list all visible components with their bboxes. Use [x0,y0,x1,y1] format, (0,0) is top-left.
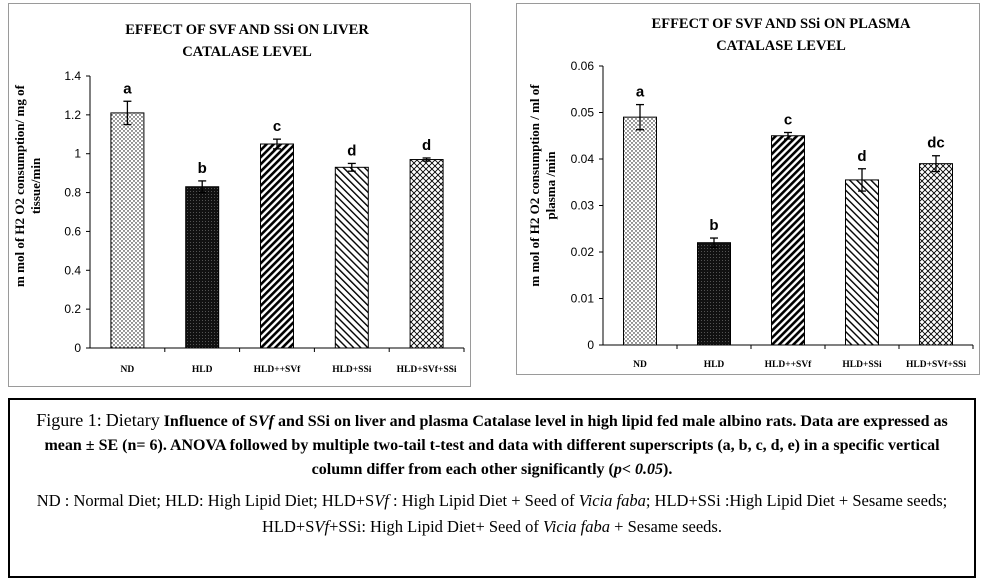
y-tick-label: 1.4 [64,69,81,83]
significance-label: a [636,84,645,101]
bar-hld-ssi [845,179,879,346]
y-tick-label: 0.01 [571,292,595,306]
y-tick-label: 0 [587,338,594,352]
error-bar [710,237,718,249]
significance-label: c [784,111,792,128]
x-category-label: ND [121,365,135,375]
caption-p-value: p< 0.05 [613,461,663,478]
x-category-label: HLD+SSi [332,365,372,375]
bar-nd [623,116,657,346]
bar-hld-svf-ssi [919,163,953,346]
legend-text-5: + Sesame seeds. [610,517,722,536]
bar-hld-svf-ssi [409,159,444,349]
y-tick-label: 0.05 [571,106,595,120]
x-category-label: ND [633,360,647,370]
legend-vicia-1: Vicia faba [578,491,646,510]
x-category-label: HLD+SVf+SSi [906,360,966,370]
bar-hld-ssi [334,166,369,349]
error-bar [422,157,431,162]
y-axis-label-line2: plasma /min [543,151,558,220]
error-bar [273,138,281,150]
error-bar [347,162,356,172]
y-tick-label: 0.02 [571,245,595,259]
plasma-catalase-chart: EFFECT OF SVF AND SSi ON PLASMA CATALASE … [527,16,974,370]
y-tick-label: 0.6 [64,224,81,238]
y-tick-label: 0.2 [64,302,81,316]
x-category-label: HLD [192,365,213,375]
caption-figure-label: Figure 1: [36,410,102,430]
x-category-label: HLD+SSi [842,360,882,370]
caption-main-text: Figure 1: Dietary Influence of SVf and S… [28,408,956,482]
chart-title-line2: CATALASE LEVEL [716,38,846,54]
y-axis-label-line2: tissue/min [28,157,43,214]
caption-svf: Vf [257,413,274,430]
error-bar [636,103,644,131]
error-bar [123,100,132,126]
caption-part1: Influence of S [163,413,258,430]
significance-label: d [422,137,431,154]
legend-vicia-2: Vicia faba [542,517,611,536]
y-tick-label: 1.2 [64,108,81,122]
x-category-label: HLD++SVf [765,360,813,370]
caption-part2: and SSi on liver and plasma Catalase lev… [44,413,948,478]
significance-label: b [198,160,207,177]
significance-label: dc [927,135,945,152]
legend-vf-2: Vf [314,517,330,536]
y-tick-label: 0.04 [571,152,595,166]
y-tick-label: 1 [74,147,81,161]
chart-title-line1: EFFECT OF SVF AND SSi ON LIVER [125,22,369,38]
bar-nd [110,112,145,349]
bar-hld [185,186,220,349]
legend-text-3: ; HLD+SSi :High Lipid Diet + Sesame seed… [262,491,948,536]
significance-label: d [857,148,866,165]
x-category-label: HLD++SVf [254,365,302,375]
legend-text-4: +SSi: High Lipid Diet+ Seed of [329,517,543,536]
chart-title-line2: CATALASE LEVEL [182,44,312,60]
legend-text-2: : High Lipid Diet + Seed of [388,491,579,510]
bar-hld-svf [260,143,294,349]
bar-hld-svf [771,135,805,346]
error-bar [932,155,940,173]
y-tick-label: 0.4 [64,263,81,277]
y-axis-label-line1: m mol of H2 O2 consumption / ml of [527,84,542,287]
significance-label: d [347,142,356,159]
significance-label: b [709,217,718,234]
error-bar [858,168,866,192]
plasma-catalase-chart-panel: EFFECT OF SVF AND SSi ON PLASMA CATALASE … [516,3,980,375]
caption-part3: ). [662,461,673,478]
y-tick-label: 0.06 [571,59,595,73]
error-bar [784,131,792,140]
caption-abbreviations: ND : Normal Diet; HLD: High Lipid Diet; … [28,488,956,540]
error-bar [198,180,207,194]
significance-label: c [273,118,281,135]
y-tick-label: 0 [74,341,81,355]
y-tick-label: 0.03 [571,199,595,213]
y-axis-label-line1: m mol of H2 O2 consumption/ mg of [12,84,27,287]
significance-label: a [123,80,132,97]
figure-caption: Figure 1: Dietary Influence of SVf and S… [8,398,976,578]
caption-lead-word: Dietary [105,410,160,430]
chart-title-line1: EFFECT OF SVF AND SSi ON PLASMA [652,16,911,32]
bar-hld [697,242,731,346]
legend-vf-1: Vf [374,491,389,510]
legend-text-1: ND : Normal Diet; HLD: High Lipid Diet; … [36,491,375,510]
x-category-label: HLD+SVf+SSi [397,365,457,375]
x-category-label: HLD [704,360,725,370]
y-tick-label: 0.8 [64,186,81,200]
liver-catalase-chart: EFFECT OF SVF AND SSi ON LIVER CATALASE L… [12,22,465,375]
liver-catalase-chart-panel: EFFECT OF SVF AND SSi ON LIVER CATALASE L… [8,3,471,387]
